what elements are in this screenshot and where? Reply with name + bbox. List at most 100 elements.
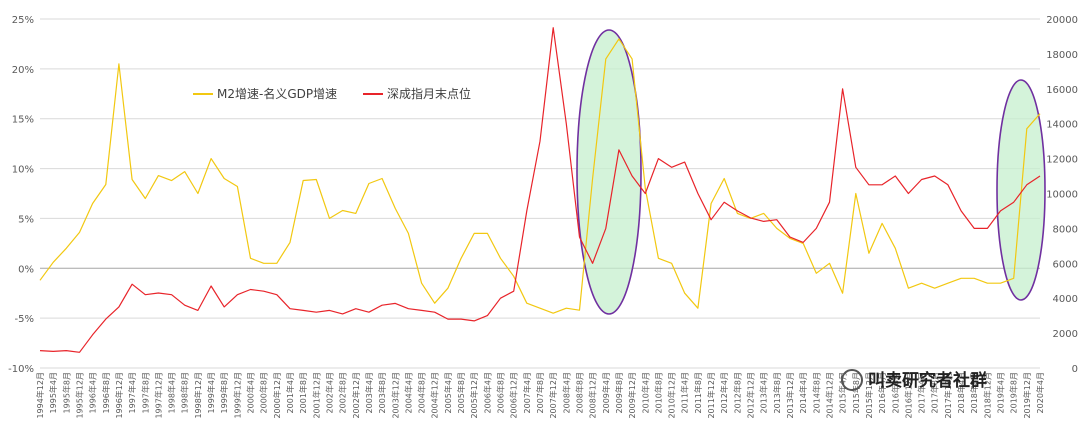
- x-tick-label: 2011年8月: [693, 372, 703, 413]
- x-tick-label: 2009年8月: [614, 372, 624, 413]
- x-tick-label: 2001年4月: [285, 372, 295, 413]
- x-tick-label: 2005年12月: [469, 372, 479, 419]
- ellipse-2008-2009: [576, 29, 642, 315]
- x-tick-label: 2011年12月: [706, 372, 716, 419]
- x-tick-label: 2002年8月: [338, 372, 348, 413]
- right-tick-label: 4000: [1053, 294, 1078, 305]
- x-tick-label: 2007年12月: [548, 372, 558, 419]
- x-tick-label: 2000年12月: [272, 372, 282, 419]
- x-tick-label: 1998年12月: [193, 372, 203, 419]
- x-tick-label: 2015年12月: [864, 372, 874, 419]
- watermark-text: 叫卖研究者社群: [868, 370, 987, 391]
- x-tick-label: 1999年4月: [206, 372, 216, 413]
- x-tick-label: 2006年12月: [509, 372, 519, 419]
- x-tick-label: 2012年4月: [719, 372, 729, 413]
- x-tick-label: 2018年4月: [956, 372, 966, 413]
- right-tick-label: 8000: [1053, 224, 1078, 235]
- left-axis: -10% -5% 0% 5% 10% 15% 20% 25%: [8, 15, 34, 375]
- legend-label-m2: M2增速-名义GDP增速: [217, 86, 337, 101]
- x-tick-label: 1995年8月: [61, 372, 71, 413]
- right-tick-label: 16000: [1046, 85, 1078, 96]
- x-tick-label: 2018年8月: [969, 372, 979, 413]
- x-tick-label: 2010年12月: [667, 372, 677, 419]
- x-tick-label: 1999年12月: [232, 372, 242, 419]
- x-tick-label: 2020年4月: [1035, 372, 1045, 413]
- x-tick-label: 2001年8月: [298, 372, 308, 413]
- x-tick-label: 2013年8月: [772, 372, 782, 413]
- x-tick-label: 2016年8月: [890, 372, 900, 413]
- series-line-szci: [39, 27, 1041, 353]
- x-tick-label: 2013年4月: [759, 372, 769, 413]
- x-tick-label: 2002年12月: [351, 372, 361, 419]
- left-tick-label: 25%: [12, 15, 34, 26]
- x-tick-label: 1998年4月: [167, 372, 177, 413]
- x-tick-label: 1994年12月: [35, 372, 45, 419]
- x-tick-label: 1999年8月: [219, 372, 229, 413]
- right-tick-label: 0: [1072, 364, 1078, 375]
- x-tick-label: 2010年8月: [653, 372, 663, 413]
- x-tick-label: 1997年8月: [140, 372, 150, 413]
- x-tick-label: 2019年4月: [996, 372, 1006, 413]
- right-tick-label: 12000: [1046, 155, 1078, 166]
- x-tick-label: 1996年12月: [114, 372, 124, 419]
- x-tick-label: 1997年4月: [127, 372, 137, 413]
- x-tick-label: 2018年12月: [982, 372, 992, 419]
- right-tick-label: 18000: [1046, 50, 1078, 61]
- left-tick-label: -5%: [15, 314, 34, 325]
- x-tick-label: 2008年12月: [588, 372, 598, 419]
- legend-label-szci: 深成指月末点位: [387, 86, 471, 101]
- x-tick-label: 2002年4月: [324, 372, 334, 413]
- x-tick-label: 1998年8月: [180, 372, 190, 413]
- x-tick-label: 2008年4月: [561, 372, 571, 413]
- right-tick-label: 6000: [1053, 259, 1078, 270]
- left-tick-label: -10%: [8, 364, 34, 375]
- annotation-ellipses: [576, 29, 1046, 315]
- x-tick-label: 2017年12月: [943, 372, 953, 419]
- x-tick-label: 1995年12月: [74, 372, 84, 419]
- x-tick-label: 2015年8月: [851, 372, 861, 413]
- x-tick-label: 2019年8月: [1009, 372, 1019, 413]
- right-axis: 0 2000 4000 6000 8000 10000 12000 14000 16000 180…: [1046, 15, 1078, 375]
- x-tick-label: 2004年8月: [417, 372, 427, 413]
- x-tick-label: 2000年4月: [246, 372, 256, 413]
- x-tick-label: 2001年12月: [311, 372, 321, 419]
- x-tick-label: 2004年4月: [403, 372, 413, 413]
- x-tick-label: 2008年8月: [574, 372, 584, 413]
- watermark: 叫卖研究者社群: [841, 369, 987, 391]
- x-tick-label: 1996年4月: [88, 372, 98, 413]
- x-tick-label: 2010年4月: [640, 372, 650, 413]
- x-tick-label: 2000年8月: [259, 372, 269, 413]
- legend: M2增速-名义GDP增速 深成指月末点位: [193, 86, 471, 101]
- x-tick-label: 1995年4月: [48, 372, 58, 413]
- x-tick-label: 2004年12月: [430, 372, 440, 419]
- x-tick-label: 1997年12月: [153, 372, 163, 419]
- watermark-logo-icon: [841, 369, 863, 391]
- x-tick-label: 2014年4月: [798, 372, 808, 413]
- x-tick-label: 2017年8月: [930, 372, 940, 413]
- x-tick-label: 2003年12月: [390, 372, 400, 419]
- right-tick-label: 2000: [1053, 329, 1078, 340]
- series-lines: [39, 27, 1041, 353]
- x-tick-label: 2012年12月: [746, 372, 756, 419]
- series-line-m2-gdp-gap: [39, 38, 1041, 314]
- x-tick-label: 2015年4月: [838, 372, 848, 413]
- x-tick-label: 2014年12月: [824, 372, 834, 419]
- x-tick-label: 2011年4月: [680, 372, 690, 413]
- x-tick-label: 2005年4月: [443, 372, 453, 413]
- x-tick-label: 2003年4月: [364, 372, 374, 413]
- left-tick-label: 0%: [18, 264, 34, 275]
- x-tick-label: 2006年8月: [496, 372, 506, 413]
- x-tick-label: 2016年12月: [903, 372, 913, 419]
- left-tick-label: 10%: [12, 165, 34, 176]
- x-tick-label: 2014年8月: [811, 372, 821, 413]
- x-tick-label: 2013年12月: [785, 372, 795, 419]
- right-tick-label: 14000: [1046, 120, 1078, 131]
- x-tick-label: 2019年12月: [1022, 372, 1032, 419]
- x-tick-label: 2007年8月: [535, 372, 545, 413]
- x-tick-label: 2016年4月: [877, 372, 887, 413]
- x-tick-label: 2003年8月: [377, 372, 387, 413]
- right-tick-label: 10000: [1046, 190, 1078, 201]
- x-tick-label: 1996年8月: [101, 372, 111, 413]
